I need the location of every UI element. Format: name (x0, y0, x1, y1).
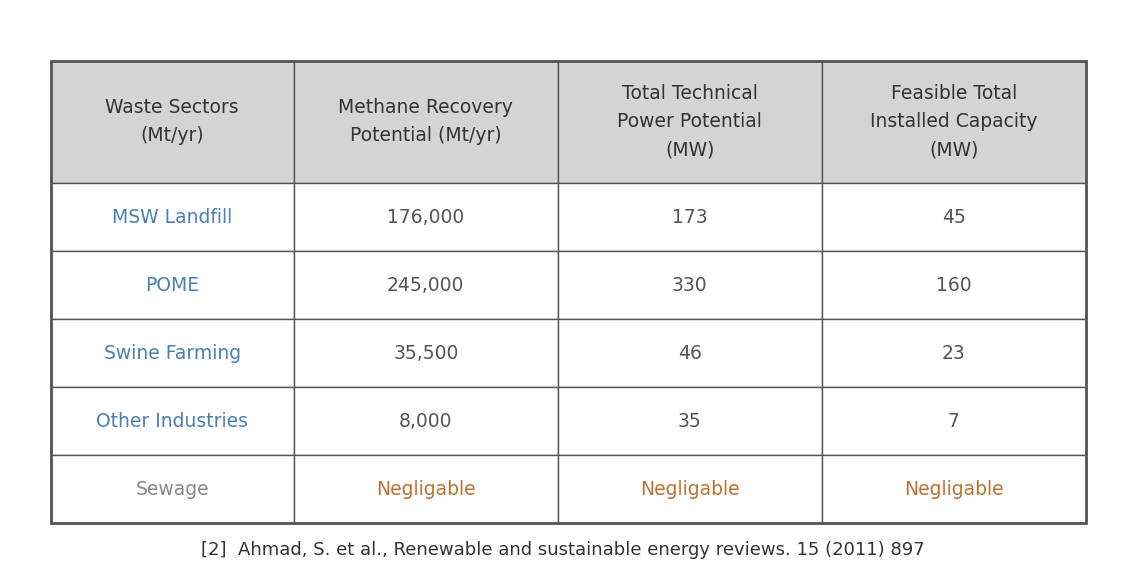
Text: 245,000: 245,000 (387, 276, 465, 295)
Bar (821, 455, 1086, 523)
Bar (558, 455, 821, 523)
Bar (558, 319, 821, 387)
Bar (821, 183, 1086, 251)
Text: 35,500: 35,500 (393, 344, 459, 362)
Bar (294, 387, 558, 455)
Text: 45: 45 (942, 208, 965, 227)
Bar (294, 183, 558, 251)
Text: 8,000: 8,000 (399, 412, 452, 431)
Bar (558, 387, 821, 455)
Bar (821, 319, 1086, 387)
Text: Negligable: Negligable (640, 480, 739, 499)
Bar (51, 61, 294, 183)
Text: 46: 46 (677, 344, 702, 362)
Bar (558, 183, 821, 251)
Bar (51, 183, 294, 251)
Bar (821, 61, 1086, 183)
Bar (51, 61, 1086, 523)
Text: 160: 160 (936, 276, 972, 295)
Bar (51, 455, 294, 523)
Text: 176,000: 176,000 (387, 208, 465, 227)
Text: [2]  Ahmad, S. et al., Renewable and sustainable energy reviews. 15 (2011) 897: [2] Ahmad, S. et al., Renewable and sust… (200, 541, 925, 560)
Bar (294, 319, 558, 387)
Text: Feasible Total
Installed Capacity
(MW): Feasible Total Installed Capacity (MW) (870, 84, 1037, 160)
Text: 330: 330 (672, 276, 708, 295)
Bar (51, 251, 294, 319)
Bar (294, 455, 558, 523)
Text: MSW Landfill: MSW Landfill (112, 208, 233, 227)
Bar (558, 61, 821, 183)
Text: Other Industries: Other Industries (97, 412, 249, 431)
Text: Sewage: Sewage (135, 480, 209, 499)
Bar (821, 251, 1086, 319)
Text: 23: 23 (942, 344, 965, 362)
Bar (51, 319, 294, 387)
Text: Negligable: Negligable (903, 480, 1004, 499)
Bar (821, 387, 1086, 455)
Bar (294, 251, 558, 319)
Text: Methane Recovery
Potential (Mt/yr): Methane Recovery Potential (Mt/yr) (339, 98, 513, 146)
Text: 35: 35 (678, 412, 702, 431)
Text: 7: 7 (947, 412, 960, 431)
Text: Total Technical
Power Potential
(MW): Total Technical Power Potential (MW) (618, 84, 762, 160)
Text: 173: 173 (672, 208, 708, 227)
Text: Waste Sectors
(Mt/yr): Waste Sectors (Mt/yr) (106, 98, 238, 146)
Bar (558, 251, 821, 319)
Text: POME: POME (145, 276, 199, 295)
Text: Swine Farming: Swine Farming (104, 344, 241, 362)
Bar (51, 387, 294, 455)
Text: Negligable: Negligable (376, 480, 476, 499)
Bar (294, 61, 558, 183)
